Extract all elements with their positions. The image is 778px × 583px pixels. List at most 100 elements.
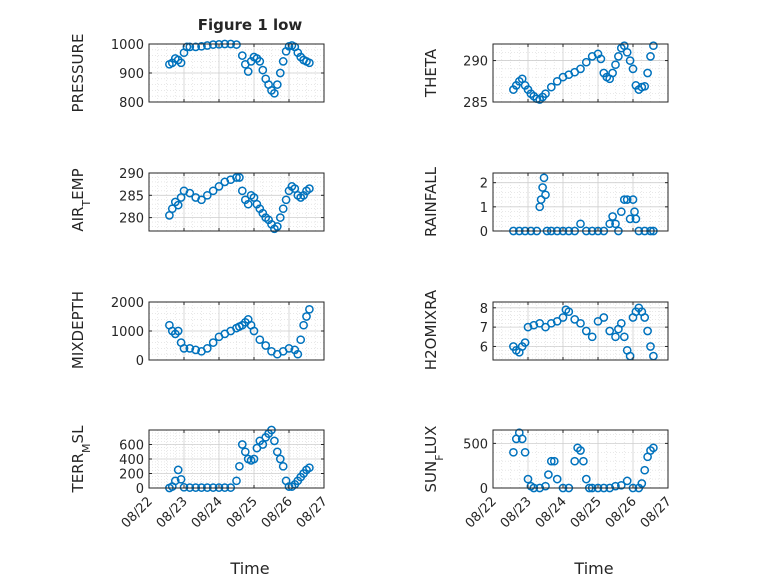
data-point xyxy=(570,456,580,466)
data-point xyxy=(541,322,550,332)
data-point xyxy=(605,219,615,229)
data-point xyxy=(249,454,259,464)
series-markers xyxy=(509,41,658,104)
axes-box xyxy=(492,43,669,103)
data-point xyxy=(640,313,650,322)
data-point xyxy=(255,335,265,345)
y-tick-label: 8 xyxy=(480,302,488,317)
x-axis-label-right: Time xyxy=(573,559,613,578)
y-axis-label: TERRMSL xyxy=(69,425,93,494)
data-point xyxy=(208,338,218,347)
data-point xyxy=(605,326,615,336)
data-point xyxy=(643,68,652,78)
y-tick-label: 280 xyxy=(119,212,144,227)
data-point xyxy=(541,481,550,491)
data-point xyxy=(197,195,206,205)
data-point xyxy=(649,443,658,453)
data-point xyxy=(619,332,629,342)
data-point xyxy=(614,52,623,61)
data-point xyxy=(581,474,591,484)
subplot-theta: 285 290 THETA xyxy=(422,41,669,111)
data-point xyxy=(237,186,247,196)
data-point xyxy=(520,338,530,347)
data-point xyxy=(640,465,650,475)
data-point xyxy=(622,476,632,486)
axes-box xyxy=(492,172,669,232)
data-point xyxy=(517,434,527,444)
data-point xyxy=(599,313,609,322)
data-point xyxy=(173,200,183,210)
data-point xyxy=(173,465,183,475)
data-point xyxy=(576,64,585,74)
y-tick-label: 290 xyxy=(119,167,144,182)
data-point xyxy=(296,335,306,345)
data-point xyxy=(552,76,562,86)
data-point xyxy=(270,88,279,98)
data-point xyxy=(182,42,192,52)
data-point xyxy=(538,183,547,192)
y-tick-label: 0 xyxy=(480,482,488,497)
x-tick-label: 08/22 xyxy=(463,494,500,531)
data-point xyxy=(564,307,574,317)
x-tick-label: 08/24 xyxy=(189,494,226,531)
data-point xyxy=(240,447,250,457)
data-point xyxy=(258,440,268,449)
x-tick-label: 08/27 xyxy=(638,494,675,531)
data-point xyxy=(176,474,186,484)
y-tick-label: 600 xyxy=(119,439,144,454)
x-tick-label: 08/22 xyxy=(119,494,156,531)
data-point xyxy=(170,476,180,486)
x-tick-label: 08/25 xyxy=(568,494,605,531)
data-point xyxy=(235,173,244,182)
figure-title: Figure 1 low xyxy=(198,16,303,34)
subplot-mixdepth: 0 1000 2000 MIXDEPTH xyxy=(69,291,325,369)
subplot-air-temp: 280 285 290 AIRTEMP xyxy=(69,167,325,234)
data-point xyxy=(202,41,212,50)
data-point xyxy=(637,479,647,488)
axes-box xyxy=(492,301,669,361)
data-point xyxy=(243,199,253,209)
data-point xyxy=(611,219,620,229)
data-point xyxy=(596,54,606,64)
data-point xyxy=(191,345,201,355)
data-point xyxy=(281,195,291,205)
data-point xyxy=(191,42,201,52)
data-point xyxy=(237,51,247,60)
x-tick-label: 08/26 xyxy=(603,494,640,531)
data-point xyxy=(616,207,626,217)
data-point xyxy=(272,222,282,231)
data-point xyxy=(305,304,314,314)
y-tick-label: 0 xyxy=(136,354,144,369)
data-point xyxy=(179,344,189,353)
data-point xyxy=(523,474,533,484)
data-point xyxy=(608,68,617,78)
data-point xyxy=(197,41,206,51)
data-point xyxy=(611,332,620,342)
x-axis-label-left: Time xyxy=(229,559,269,578)
data-point xyxy=(214,182,224,191)
data-point xyxy=(232,476,241,486)
data-point xyxy=(179,482,189,492)
data-point xyxy=(616,480,626,490)
data-point xyxy=(587,332,597,342)
data-point xyxy=(202,344,212,353)
data-point xyxy=(275,68,285,78)
data-point xyxy=(278,204,288,214)
data-point xyxy=(284,344,294,353)
data-point xyxy=(208,186,218,196)
data-point xyxy=(278,57,288,66)
data-point xyxy=(235,461,244,471)
y-tick-label: 2 xyxy=(480,177,488,192)
y-tick-label: 0 xyxy=(480,225,488,240)
data-point xyxy=(581,326,591,336)
x-tick-label: 08/25 xyxy=(224,494,261,531)
subplot-pressure: 800 900 1000 PRESSURE xyxy=(69,34,325,112)
y-axis-label: THETA xyxy=(422,48,440,98)
data-point xyxy=(608,212,617,221)
data-point xyxy=(628,64,638,74)
data-point xyxy=(173,326,183,336)
data-point xyxy=(558,313,568,322)
data-point xyxy=(305,58,314,68)
y-tick-label: 2000 xyxy=(111,296,144,311)
